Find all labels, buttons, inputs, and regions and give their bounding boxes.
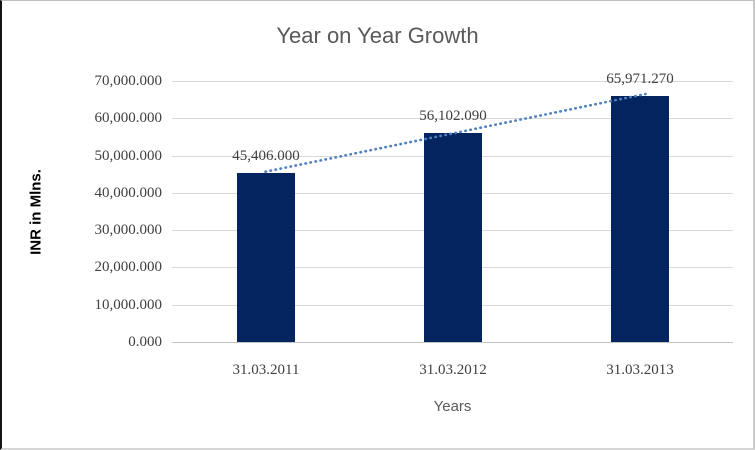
x-tick-label: 31.03.2011 [232,362,300,378]
bar-value-label: 45,406.000 [232,148,300,164]
y-tick-label: 20,000.000 [94,259,163,275]
y-tick-label: 60,000.000 [94,110,163,126]
bar [237,173,295,342]
chart-title: Year on Year Growth [276,23,479,48]
y-tick-label: 10,000.000 [94,297,163,313]
y-tick-label: 70,000.000 [94,73,163,89]
y-tick-label: 50,000.000 [94,148,163,164]
bar [611,96,669,342]
x-tick-label: 31.03.2012 [419,362,487,378]
bar [424,133,482,342]
y-tick-label: 0.000 [128,334,162,350]
x-axis-line [172,342,733,343]
gridline [172,81,733,82]
y-tick-label: 40,000.000 [94,185,163,201]
x-axis-title: Years [433,398,472,415]
x-tick-label: 31.03.2013 [606,362,674,378]
y-tick-label: 30,000.000 [94,222,163,238]
bar-value-label: 56,102.090 [419,108,487,124]
bar-value-label: 65,971.270 [606,71,674,87]
